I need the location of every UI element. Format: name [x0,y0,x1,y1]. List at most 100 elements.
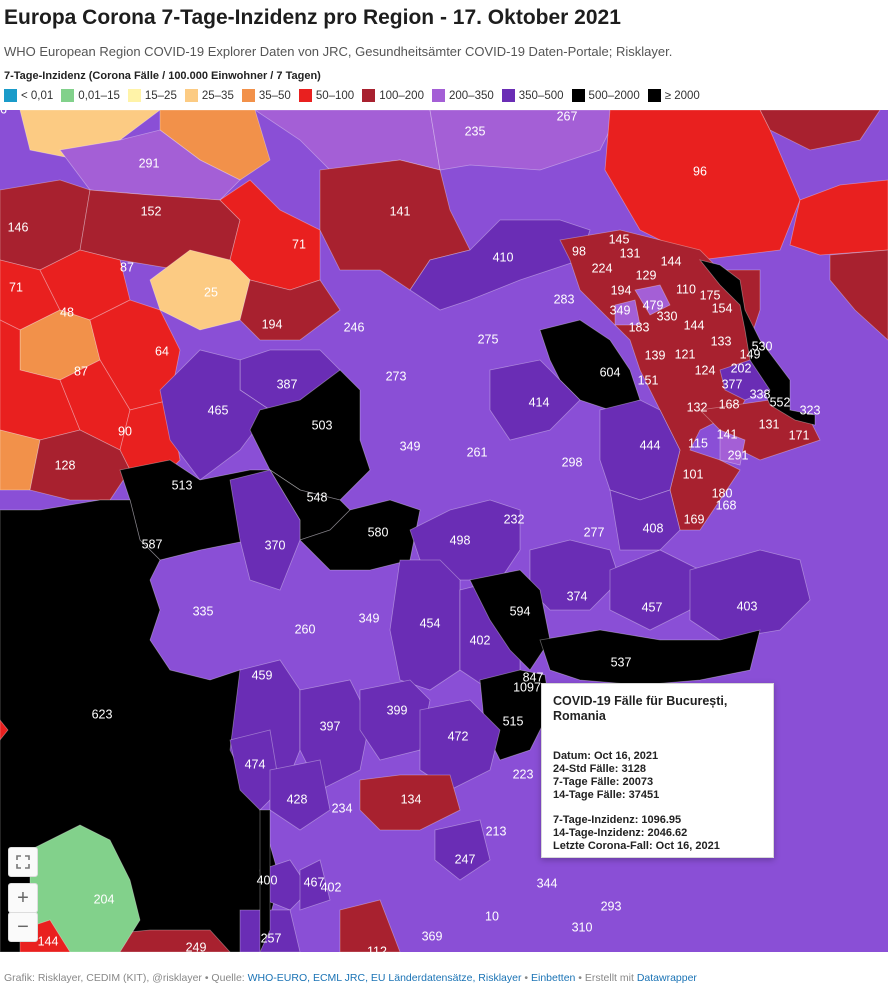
legend-swatch [298,89,312,102]
region-shape[interactable] [359,679,431,761]
region-shape[interactable] [698,259,816,426]
region-value-label: 202 [731,361,752,375]
region-shape[interactable] [434,819,491,881]
region-value-label: 132 [687,400,708,414]
region-shape[interactable] [489,359,581,441]
region-value-label: 402 [321,880,342,894]
region-shape[interactable] [559,229,761,531]
region-value-label: 152 [141,204,162,218]
region-value-label: 349 [610,303,631,317]
tooltip-incidence-14d: 14-Tage-Inzidenz: 2046.62 [553,827,688,839]
region-shape[interactable] [239,909,301,952]
region-shape[interactable] [634,284,671,316]
region-shape[interactable] [419,699,501,791]
footer-embed-link[interactable]: Einbetten [531,972,576,984]
region-value-label: 457 [642,600,663,614]
legend-item: 25–35 [184,89,234,102]
region-shape[interactable] [614,299,641,326]
region-value-label: 213 [486,824,507,838]
region-value-label: 454 [420,616,441,630]
region-value-label: 90 [118,424,132,438]
region-shape[interactable] [829,249,888,341]
region-value-label: 387 [277,377,298,391]
region-value-label: 149 [740,347,761,361]
legend-item: 200–350 [431,89,494,102]
region-shape[interactable] [719,429,746,466]
region-value-label: 131 [620,246,641,260]
region-shape[interactable] [389,559,461,691]
region-value-label: 115 [688,436,708,450]
region-value-label: 291 [139,156,160,170]
region-shape[interactable] [59,129,241,201]
region-value-label: 370 [265,538,286,552]
region-shape[interactable] [429,110,621,171]
region-shape[interactable] [0,719,9,741]
region-value-label: 397 [320,719,341,733]
region-value-label: 249 [186,940,207,952]
zoom-in-button[interactable]: + [8,883,38,913]
region-value-label: 273 [386,369,407,383]
region-shape[interactable] [339,899,401,952]
region-value-label: 86 [0,110,7,116]
region-value-label: 180 [712,486,733,500]
region-shape[interactable] [689,549,811,641]
legend-swatch [4,89,17,102]
region-shape[interactable] [269,759,331,831]
legend-item: 15–25 [127,89,177,102]
region-value-label: 194 [611,283,632,297]
legend-label: < 0,01 [21,89,54,102]
region-value-label: 1097 [513,680,541,694]
region-shape[interactable] [604,110,801,261]
legend-label: 0,01–15 [78,89,120,102]
region-value-label: 141 [717,427,738,441]
region-shape[interactable] [249,369,371,501]
region-value-label: 10 [485,909,499,923]
region-shape[interactable] [299,499,421,571]
tooltip-title: COVID-19 Fälle für București, Romania [553,694,728,723]
region-shape[interactable] [359,774,461,831]
region-value-label: 323 [800,403,821,417]
region-value-label: 291 [728,448,749,462]
region-shape[interactable] [789,179,888,256]
region-value-label: 548 [307,490,328,504]
region-shape[interactable] [759,110,881,151]
region-shape[interactable] [609,489,681,551]
legend-item: 0,01–15 [61,89,120,102]
region-shape[interactable] [299,859,331,911]
region-shape[interactable] [254,110,441,171]
region-shape[interactable] [719,359,771,401]
region-shape[interactable] [229,469,301,591]
zoom-out-button[interactable]: − [8,912,38,942]
region-shape[interactable] [239,279,341,341]
region-value-label: 513 [172,478,193,492]
region-value-label: 194 [262,317,283,331]
region-value-label: 204 [94,892,115,906]
legend-label: 50–100 [315,89,355,102]
region-value-label: 133 [711,334,732,348]
footer-datawrapper-link[interactable]: Datawrapper [636,972,697,984]
region-value-label: 530 [752,339,773,353]
tooltip-cases-7d: 7-Tage Fälle: 20073 [553,776,654,788]
tooltip-incidence-7d: 7-Tage-Inzidenz: 1096.95 [553,814,682,826]
region-value-label: 503 [312,418,333,432]
fullscreen-button[interactable] [8,847,38,877]
tooltip-cases-14d: 14-Tage Fälle: 37451 [553,789,660,801]
region-shape[interactable] [539,629,761,686]
region-shape[interactable] [259,809,271,952]
region-shape[interactable] [609,549,701,631]
legend-label: 15–25 [144,89,177,102]
legend-label: 25–35 [201,89,234,102]
footer-created-with: • Erstellt mit [575,972,637,984]
region-value-label: 298 [562,455,583,469]
legend-item: ≥ 2000 [647,89,700,102]
region-value-label: 479 [643,298,664,312]
region-value-label: 623 [92,707,113,721]
fullscreen-icon [16,855,30,869]
region-shape[interactable] [29,429,131,501]
footer-sources-link[interactable]: WHO-EURO, ECML JRC, EU Länderdatensätze,… [247,972,522,984]
region-value-label: 261 [467,445,488,459]
choropleth-map[interactable]: 235 267 291 96 146 152 141 87 71 71 25 410 98 145 131 2… [0,110,888,952]
region-shape[interactable] [469,569,551,671]
region-value-label: 223 [513,767,534,781]
